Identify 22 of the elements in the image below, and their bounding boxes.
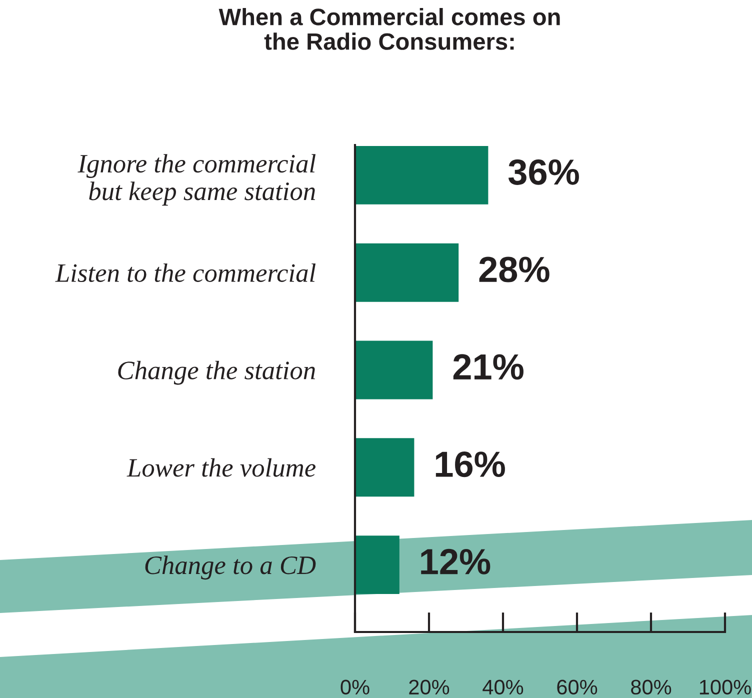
y-tick-label: Listen to the commercial [55, 263, 316, 282]
x-tick-label: 0% [340, 680, 370, 695]
x-tick-label: 100% [700, 680, 751, 695]
y-tick-label: Ignore the commercial but keep same station [78, 154, 316, 206]
y-tick-label: Lower the volume [126, 458, 316, 477]
data-label: 12% [421, 548, 490, 574]
data-label: 28% [479, 256, 550, 282]
y-tick-label: Change to a CD [145, 556, 316, 580]
x-tick-label: 40% [482, 680, 524, 695]
data-label: 21% [453, 354, 524, 380]
bar [355, 438, 414, 497]
x-tick-label: 80% [631, 680, 672, 695]
bar [355, 536, 400, 594]
bar [355, 340, 433, 400]
y-tick-label: Change the station [118, 360, 316, 385]
chart-title: When a Commercial comes on the Radio Consumers: [218, 8, 560, 50]
bar [355, 146, 488, 204]
data-label: 36% [508, 159, 579, 185]
bar [355, 243, 459, 302]
x-tick-label: 20% [409, 680, 450, 695]
data-label: 16% [436, 452, 505, 478]
x-tick-label: 60% [557, 680, 598, 695]
